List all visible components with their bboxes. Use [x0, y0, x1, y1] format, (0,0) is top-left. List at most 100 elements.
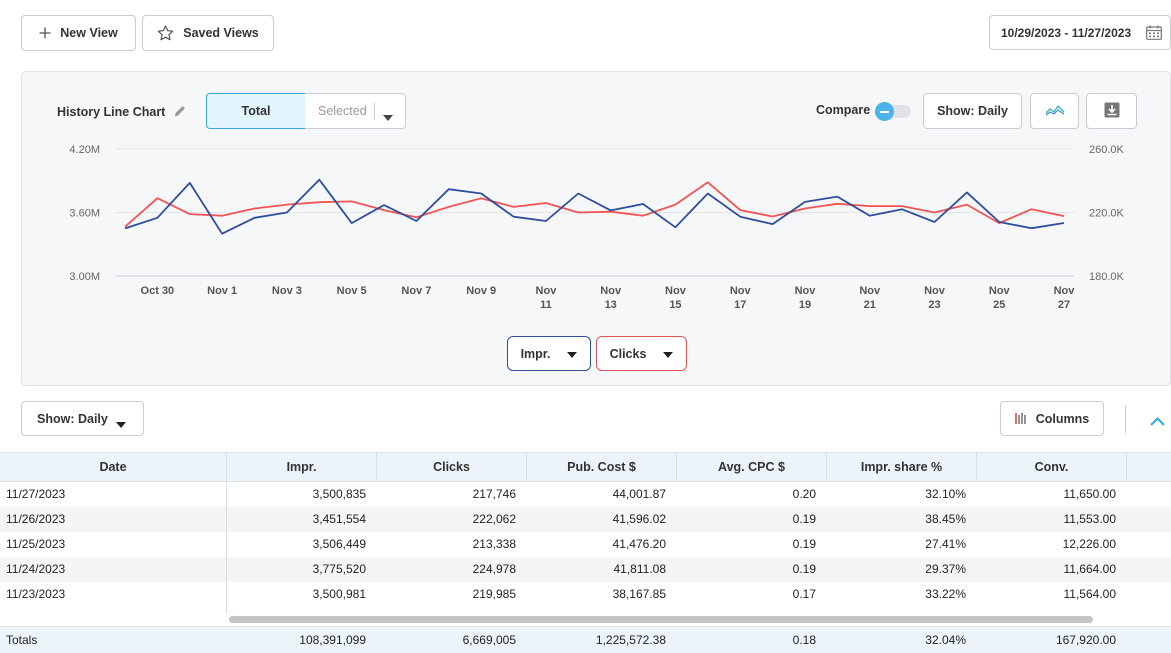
- column-header-conv[interactable]: Conv.: [977, 453, 1127, 482]
- y-right-tick-label: 260.0K: [1089, 144, 1125, 156]
- row-value-cell: 41,811.08: [613, 562, 667, 576]
- column-divider: [226, 482, 227, 625]
- row-value-cell: 224,978: [472, 562, 516, 576]
- new-view-button[interactable]: New View: [21, 15, 136, 51]
- date-range-value: 10/29/2023 - 11/27/2023: [1001, 25, 1132, 40]
- totals-cell: 6,669,005: [462, 633, 516, 647]
- row-value-cell: 3,500,835: [312, 487, 366, 501]
- x-tick-label: 17: [734, 299, 746, 311]
- y-left-tick-label: 3.00M: [69, 271, 100, 283]
- row-date-cell: 11/27/2023: [6, 487, 66, 501]
- history-line-chart: 4.20M 3.60M 3.00M 260.0K 220.0K 180.0K Oct 30 N…: [69, 144, 1125, 311]
- column-header-impr[interactable]: Impr.: [227, 453, 377, 482]
- chart-show-daily-button[interactable]: Show: Daily: [923, 93, 1022, 129]
- columns-button[interactable]: Columns: [1000, 401, 1104, 436]
- x-tick-label: Nov: [989, 285, 1011, 297]
- row-value-cell: 217,746: [472, 487, 516, 501]
- x-tick-label: Nov: [730, 285, 752, 297]
- clicks-metric-selector[interactable]: Clicks: [596, 336, 687, 371]
- column-header-clicks[interactable]: Clicks: [377, 453, 527, 482]
- pencil-icon[interactable]: [173, 104, 187, 121]
- table-show-daily-label: Show: Daily: [37, 411, 108, 426]
- x-tick-label: Nov 5: [337, 285, 367, 297]
- caret-down-icon: [383, 110, 393, 124]
- row-date-cell: 11/24/2023: [6, 562, 66, 576]
- row-value-cell: 0.20: [792, 487, 816, 501]
- table-row[interactable]: 11/26/2023 3,451,554 222,062 41,596.02 0.19 3…: [0, 507, 1171, 532]
- x-tick-label: 15: [669, 299, 681, 311]
- table-row[interactable]: 11/25/2023 3,506,449 213,338 41,476.20 0.19 2…: [0, 532, 1171, 557]
- x-tick-label: Nov: [795, 285, 817, 297]
- row-value-cell: 38.45%: [925, 512, 966, 526]
- compare-label: Compare: [816, 103, 871, 117]
- chart-title: History Line Chart: [57, 105, 166, 119]
- caret-down-icon: [663, 347, 674, 361]
- x-tick-label: 27: [1058, 299, 1070, 311]
- row-value-cell: 11,664.00: [1063, 562, 1117, 576]
- row-value-cell: 27.41%: [925, 537, 966, 551]
- x-tick-label: 19: [799, 299, 811, 311]
- totals-cell: 0.18: [792, 633, 816, 647]
- x-tick-label: Nov: [859, 285, 881, 297]
- x-tick-label: Nov: [600, 285, 622, 297]
- x-tick-label: Nov 3: [272, 285, 302, 297]
- totals-cell: 167,920.00: [1055, 633, 1116, 647]
- date-range-picker[interactable]: 10/29/2023 - 11/27/2023: [989, 15, 1171, 50]
- x-tick-label: Oct 30: [141, 285, 175, 297]
- horizontal-scrollbar-thumb[interactable]: [229, 616, 1093, 623]
- x-tick-label: Nov 7: [401, 285, 431, 297]
- saved-views-button[interactable]: Saved Views: [142, 15, 274, 51]
- column-header-impr-share[interactable]: Impr. share %: [827, 453, 977, 482]
- row-value-cell: 3,500,981: [312, 587, 366, 601]
- caret-down-icon: [567, 347, 578, 361]
- row-date-cell: 11/23/2023: [6, 587, 66, 601]
- table-row[interactable]: 11/27/2023 3,500,835 217,746 44,001.87 0.20 3…: [0, 482, 1171, 507]
- data-grid: Date Impr. Clicks Pub. Cost $ Avg. CPC $…: [0, 452, 1171, 653]
- row-value-cell: 3,775,520: [312, 562, 366, 576]
- x-tick-label: Nov: [924, 285, 946, 297]
- x-tick-label: 23: [928, 299, 940, 311]
- x-tick-label: Nov: [536, 285, 558, 297]
- row-value-cell: 33.22%: [925, 587, 966, 601]
- row-value-cell: 12,226.00: [1062, 537, 1116, 551]
- segment-total-button[interactable]: Total: [206, 93, 306, 129]
- row-value-cell: 44,001.87: [612, 487, 666, 501]
- row-value-cell: 11,553.00: [1063, 512, 1117, 526]
- download-icon: [1104, 102, 1120, 121]
- totals-label: Totals: [6, 633, 38, 647]
- row-value-cell: 0.19: [792, 537, 816, 551]
- column-header-date[interactable]: Date: [0, 453, 227, 482]
- download-button[interactable]: [1086, 93, 1137, 129]
- row-value-cell: 219,985: [472, 587, 516, 601]
- line-chart-type-button[interactable]: [1030, 93, 1079, 129]
- saved-views-label: Saved Views: [183, 26, 259, 40]
- row-value-cell: 3,506,449: [312, 537, 366, 551]
- history-chart-panel: 4.20M 3.60M 3.00M 260.0K 220.0K 180.0K Oct 30 N…: [21, 71, 1171, 386]
- row-value-cell: 213,338: [472, 537, 516, 551]
- star-icon: [157, 25, 174, 41]
- row-value-cell: 29.37%: [925, 562, 966, 576]
- calendar-icon: [1146, 25, 1162, 43]
- plus-icon: [39, 27, 51, 39]
- caret-down-icon: [116, 417, 126, 431]
- impr-metric-label: Impr.: [520, 346, 551, 361]
- table-show-daily-dropdown[interactable]: Show: Daily: [21, 401, 144, 436]
- segment-selected-label: Selected: [318, 104, 367, 118]
- compare-toggle[interactable]: [875, 102, 912, 121]
- totals-row: Totals 108,391,099 6,669,005 1,225,572.3…: [0, 626, 1171, 653]
- segment-selected-dropdown[interactable]: Selected: [305, 93, 406, 129]
- grid-header-row: Date Impr. Clicks Pub. Cost $ Avg. CPC $…: [0, 452, 1171, 482]
- impr-metric-selector[interactable]: Impr.: [507, 336, 591, 371]
- y-left-tick-label: 4.20M: [69, 144, 100, 156]
- row-value-cell: 41,596.02: [612, 512, 666, 526]
- columns-icon: [1014, 412, 1027, 425]
- table-row[interactable]: 11/24/2023 3,775,520 224,978 41,811.08 0.19 2…: [0, 557, 1171, 582]
- toolbar-divider: [1125, 405, 1126, 433]
- table-row[interactable]: 11/23/2023 3,500,981 219,985 38,167.85 0.17 3…: [0, 582, 1171, 607]
- column-header-avg-cpc[interactable]: Avg. CPC $: [677, 453, 827, 482]
- series-line-impr: [124, 178, 1065, 235]
- x-tick-label: 13: [605, 299, 617, 311]
- column-header-pub-cost[interactable]: Pub. Cost $: [527, 453, 677, 482]
- row-value-cell: 11,650.00: [1063, 487, 1117, 501]
- chevron-up-icon[interactable]: [1150, 414, 1165, 429]
